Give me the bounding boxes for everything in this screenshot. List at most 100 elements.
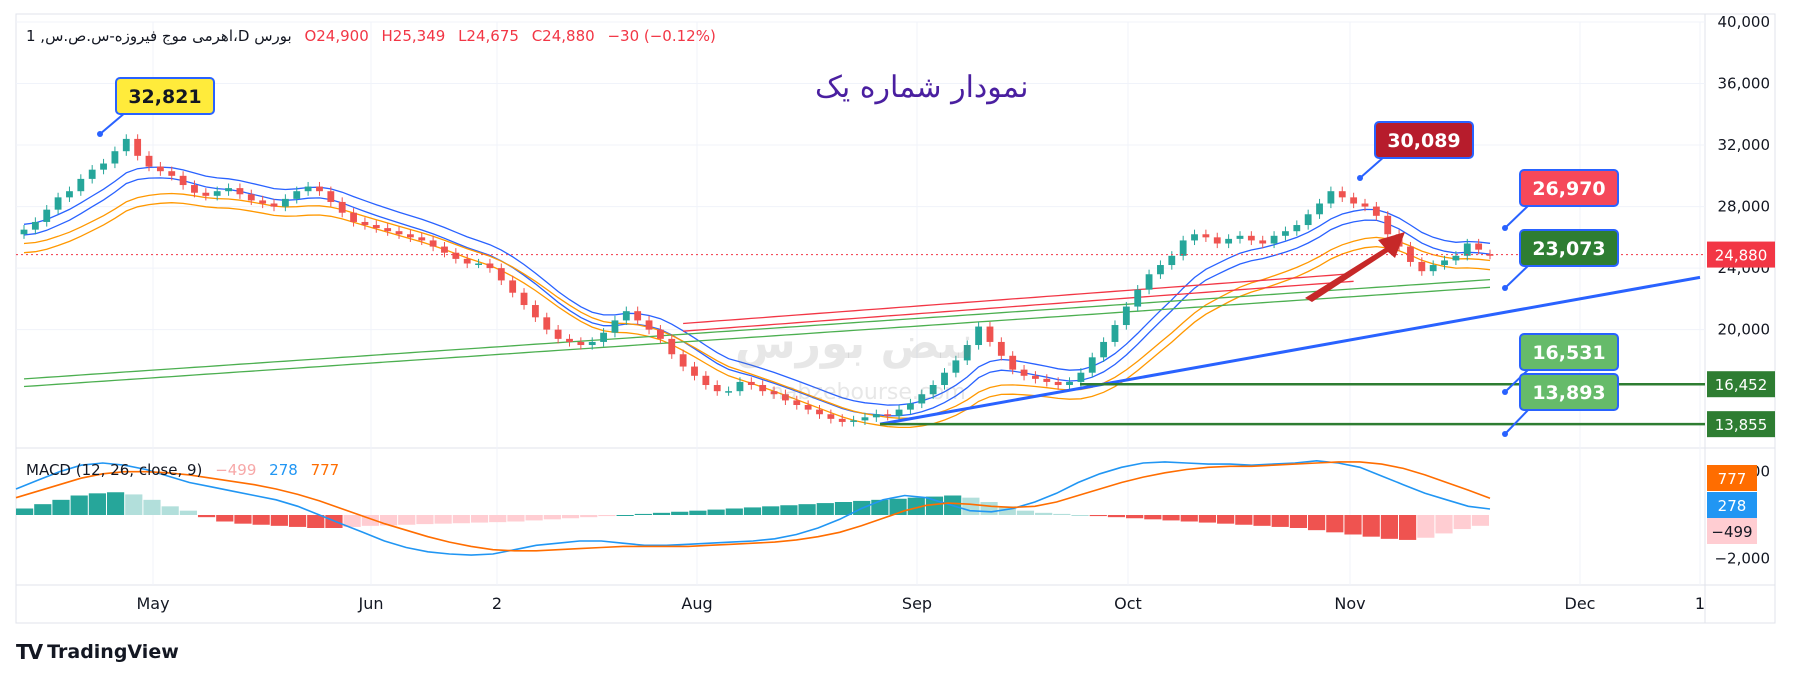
macd-histogram-bar <box>725 508 743 515</box>
tradingview-brand[interactable]: TV TradingView <box>16 640 179 664</box>
price-axis[interactable]: 40,00036,00032,00028,00024,00020,00016,4… <box>1707 13 1775 567</box>
macd-histogram-bar <box>161 506 179 515</box>
orange-band-upper <box>23 192 1491 419</box>
candle-body <box>520 292 528 306</box>
candles <box>20 134 1494 427</box>
candle-body <box>895 409 903 416</box>
ascending-trendline <box>879 275 1701 426</box>
candle-body <box>907 403 914 410</box>
candle-body <box>543 317 551 330</box>
candle-body <box>452 252 460 259</box>
macd-histogram-bar <box>434 515 452 524</box>
candle-body <box>509 280 517 293</box>
callout-anchor <box>97 131 103 137</box>
candle-body <box>554 329 562 339</box>
macd-histogram-bar <box>125 494 143 515</box>
callout-pointer <box>99 111 127 135</box>
macd-histogram-bar <box>16 508 34 515</box>
macd-histogram-bar <box>543 515 561 520</box>
macd-value-tag <box>1707 492 1757 518</box>
green-band-upper <box>23 278 1491 380</box>
candle-body <box>463 258 471 264</box>
candle-body <box>1384 215 1392 235</box>
macd-panel <box>15 459 1491 556</box>
callout-pointer <box>1504 203 1531 229</box>
candle-body <box>225 188 232 192</box>
candle-body <box>213 191 221 196</box>
callout-box <box>115 77 215 115</box>
orange-band-lower <box>23 202 1491 429</box>
candle-body <box>1282 231 1289 236</box>
callout-label: 16,531 <box>1532 342 1605 364</box>
macd-histogram-bar <box>270 515 288 526</box>
candle-body <box>577 341 585 346</box>
macd-histogram-bar <box>1089 515 1107 517</box>
macd-value-tag <box>1707 465 1757 491</box>
candle-body <box>88 169 96 179</box>
macd-histogram-bar <box>1016 510 1035 515</box>
macd-signal-value: 777 <box>310 461 340 479</box>
time-tick-label: 1 <box>1695 594 1705 613</box>
blue-band-lower <box>23 177 1491 417</box>
macd-histogram-bar <box>1180 515 1198 522</box>
macd-value-label: 777 <box>1718 470 1747 488</box>
callout-anchor <box>1357 175 1363 181</box>
candle-body <box>168 171 176 176</box>
candle-body <box>725 391 732 393</box>
symbol-name[interactable]: 1 ,اهرمی موج فیروزه-س.ص.س،D بورس <box>26 27 292 45</box>
candle-body <box>270 203 278 207</box>
macd-value-tag <box>1707 518 1757 544</box>
candle-body <box>281 198 289 207</box>
macd-histogram-bar <box>1362 515 1380 537</box>
candle-body <box>702 375 710 386</box>
support-price-tag <box>1707 411 1775 438</box>
macd-histogram-bar <box>1053 513 1071 515</box>
macd-line-value: 278 <box>269 461 298 479</box>
callout-pointer <box>1504 407 1531 435</box>
candle-body <box>1486 254 1494 256</box>
candle-body <box>1032 375 1039 379</box>
candle-body <box>1338 191 1346 198</box>
candle-body <box>1009 355 1017 370</box>
macd-value-label: −499 <box>1711 523 1752 541</box>
candle-body <box>1202 234 1210 238</box>
candle-body <box>1350 197 1358 204</box>
candle-body <box>179 175 187 186</box>
indicator-bands <box>23 166 1491 429</box>
candle-body <box>145 155 153 167</box>
callout-label: 32,821 <box>128 86 201 108</box>
close-value: C24,880 <box>531 27 595 45</box>
candle-body <box>1054 381 1062 386</box>
support-price-label: 16,452 <box>1715 376 1768 394</box>
time-tick-label: Sep <box>902 594 932 613</box>
macd-histogram-bar <box>1417 515 1435 538</box>
candle-body <box>634 311 642 321</box>
macd-histogram-bar <box>1326 515 1344 533</box>
time-tick-label: May <box>136 594 169 613</box>
candle-body <box>1372 206 1380 216</box>
last-price-label: 24,880 <box>1715 247 1768 265</box>
macd-histogram-bar <box>816 503 834 515</box>
candle-body <box>691 366 698 376</box>
candle-body <box>395 231 403 235</box>
macd-histogram-bar <box>1162 515 1180 521</box>
candle-body <box>531 305 539 318</box>
candle-body <box>1327 191 1335 204</box>
candle-body <box>759 385 767 392</box>
macd-label[interactable]: MACD (12, 26, close, 9) <box>26 461 203 479</box>
watermark-text: نبض بورس <box>735 318 975 369</box>
time-tick-label: Dec <box>1565 594 1596 613</box>
candle-body <box>566 338 573 342</box>
macd-legend: MACD (12, 26, close, 9) −499 278 777 <box>26 461 347 479</box>
candle-body <box>986 326 994 342</box>
candle-body <box>645 320 653 330</box>
macd-histogram-bar <box>1198 515 1217 523</box>
time-axis[interactable]: May Jun 2 Aug Sep Oct Nov Dec 1 <box>136 594 1705 613</box>
macd-histogram-bar <box>907 497 925 515</box>
last-price-tag <box>1707 241 1775 268</box>
candle-body <box>1145 274 1153 290</box>
callout-anchor <box>1502 225 1508 231</box>
candle-body <box>1418 261 1426 272</box>
candle-body <box>122 138 130 152</box>
